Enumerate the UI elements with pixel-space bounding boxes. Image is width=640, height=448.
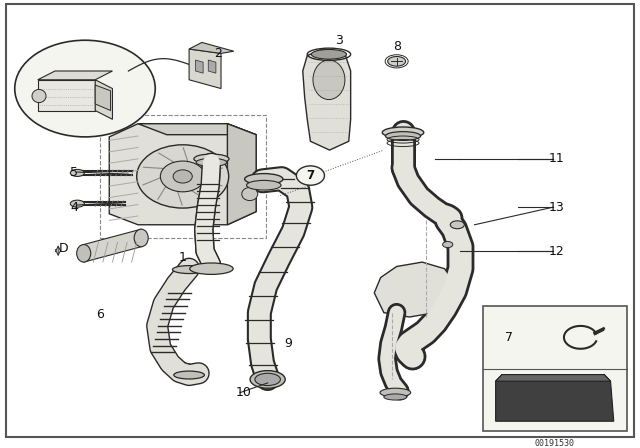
Text: 5: 5 — [70, 166, 78, 179]
Text: D: D — [58, 242, 68, 255]
Text: 10: 10 — [236, 386, 252, 399]
Ellipse shape — [70, 169, 84, 177]
Polygon shape — [95, 80, 113, 119]
Ellipse shape — [196, 159, 227, 166]
Text: 3: 3 — [335, 34, 343, 47]
Ellipse shape — [194, 154, 229, 164]
Ellipse shape — [312, 49, 346, 59]
Ellipse shape — [134, 229, 148, 247]
Ellipse shape — [443, 241, 453, 248]
Polygon shape — [109, 124, 256, 225]
Ellipse shape — [385, 132, 420, 140]
Circle shape — [15, 40, 156, 137]
Polygon shape — [84, 229, 141, 262]
Ellipse shape — [451, 221, 465, 229]
Ellipse shape — [242, 187, 258, 201]
Ellipse shape — [32, 90, 46, 103]
Polygon shape — [374, 262, 454, 317]
Text: 12: 12 — [548, 245, 564, 258]
Ellipse shape — [77, 245, 91, 262]
Polygon shape — [495, 375, 611, 381]
Polygon shape — [189, 43, 234, 53]
Text: 11: 11 — [548, 152, 564, 165]
Text: 4: 4 — [70, 201, 78, 214]
Polygon shape — [38, 80, 95, 111]
Ellipse shape — [250, 370, 285, 388]
Polygon shape — [138, 124, 256, 135]
FancyBboxPatch shape — [483, 306, 627, 431]
Text: 7: 7 — [307, 169, 314, 182]
Text: 9: 9 — [284, 337, 292, 350]
Polygon shape — [95, 85, 111, 111]
Polygon shape — [495, 375, 614, 421]
Ellipse shape — [244, 173, 283, 185]
Ellipse shape — [313, 60, 345, 99]
Text: 6: 6 — [96, 308, 104, 321]
Polygon shape — [208, 60, 216, 73]
Ellipse shape — [388, 56, 406, 66]
Ellipse shape — [382, 127, 424, 138]
Circle shape — [161, 161, 205, 192]
Text: 8: 8 — [392, 40, 401, 53]
Text: 2: 2 — [214, 47, 221, 60]
Polygon shape — [227, 124, 256, 225]
Text: 7: 7 — [505, 331, 513, 344]
Ellipse shape — [384, 394, 407, 400]
Ellipse shape — [246, 181, 281, 190]
Polygon shape — [38, 71, 113, 80]
Polygon shape — [189, 49, 221, 89]
Ellipse shape — [255, 373, 280, 386]
Ellipse shape — [189, 263, 233, 275]
Circle shape — [137, 145, 228, 208]
Text: 13: 13 — [548, 201, 564, 214]
Text: 1: 1 — [179, 251, 187, 264]
Ellipse shape — [173, 266, 205, 274]
Text: 00191530: 00191530 — [534, 439, 575, 448]
Ellipse shape — [173, 371, 204, 379]
Polygon shape — [303, 50, 351, 150]
Circle shape — [173, 170, 192, 183]
Polygon shape — [195, 60, 203, 73]
Ellipse shape — [380, 388, 411, 397]
Circle shape — [296, 166, 324, 185]
Ellipse shape — [70, 200, 84, 207]
